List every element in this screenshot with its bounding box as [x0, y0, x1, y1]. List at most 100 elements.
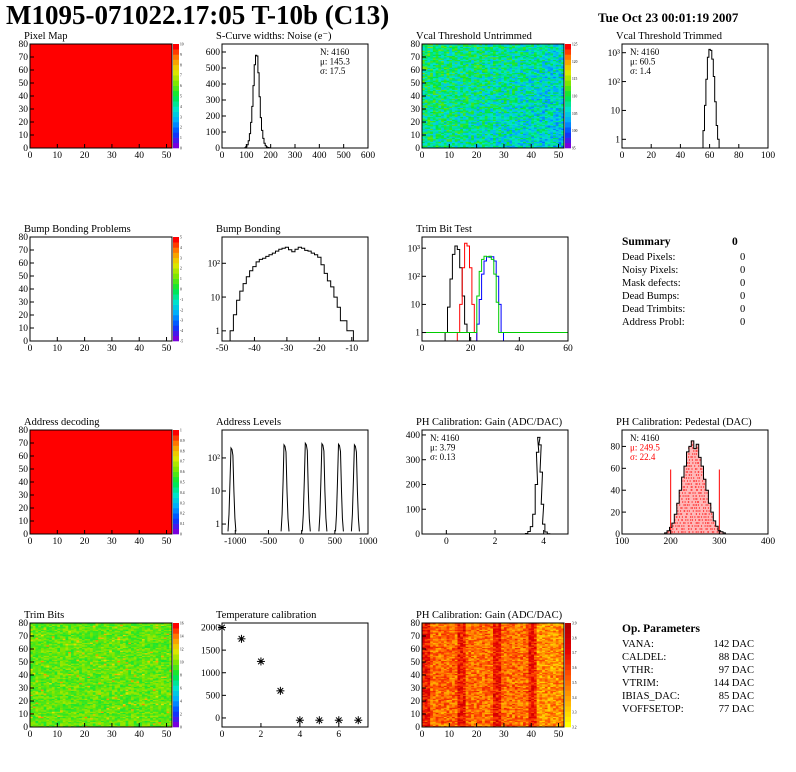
heatmap-cell [495, 88, 499, 90]
heatmap-cell [503, 60, 507, 63]
heatmap-cell [446, 73, 450, 76]
heatmap-cell [452, 46, 456, 49]
heatmap-cell [550, 80, 554, 82]
heatmap-cell [479, 50, 483, 53]
heatmap-cell [476, 122, 480, 124]
fill-dot [695, 498, 697, 500]
heatmap-cell [490, 109, 494, 111]
heatmap-cell [493, 144, 497, 146]
heatmap-cell [452, 54, 456, 56]
heatmap-cell [473, 85, 477, 88]
heatmap-cell [517, 75, 521, 77]
heatmap-cell [424, 44, 428, 46]
heatmap-cell [482, 58, 486, 60]
heatmap-cell [555, 132, 559, 134]
heatmap-cell [555, 105, 559, 107]
fill-dot [688, 492, 690, 494]
heatmap-cell [487, 127, 491, 129]
heatmap-cell [460, 92, 464, 94]
heatmap-cell [512, 119, 516, 121]
heatmap-cell [495, 53, 499, 55]
heatmap-cell [512, 146, 516, 148]
heatmap-cell [550, 75, 554, 77]
heatmap-cell [517, 125, 521, 128]
heatmap-cell [555, 110, 559, 112]
heatmap-cell [432, 115, 436, 118]
heatmap-cell [498, 124, 502, 127]
heatmap-cell [449, 44, 453, 46]
heatmap-cell [454, 105, 458, 107]
heatmap-cell [509, 99, 513, 102]
heatmap-cell [523, 70, 527, 72]
bar [230, 331, 233, 341]
heatmap-cell [430, 112, 434, 115]
fill-dot [699, 510, 701, 512]
heatmap-cell [561, 71, 564, 73]
heatmap-cell [539, 110, 543, 112]
heatmap-cell [460, 105, 464, 107]
heatmap-cell [539, 111, 543, 114]
heatmap-cell [531, 68, 535, 71]
bump-problems-title: Bump Bonding Problems [24, 224, 131, 235]
heatmap-cell [501, 141, 505, 144]
heatmap-cell [517, 44, 521, 46]
heatmap-cell [509, 127, 513, 129]
heatmap-cell [465, 59, 469, 62]
heatmap-cell [555, 123, 559, 125]
heatmap-cell [523, 86, 527, 89]
heatmap-cell [435, 107, 439, 110]
heatmap-cell [512, 50, 516, 53]
heatmap-cell [528, 54, 532, 56]
heatmap-cell [558, 98, 562, 101]
heatmap-cell [520, 131, 524, 133]
heatmap-cell [523, 107, 527, 110]
address-decoding-chart: 00.10.20.30.40.50.60.70.80.910 10 20 30 40 50… [19, 426, 185, 547]
heatmap-cell [427, 124, 431, 127]
heatmap-cell [558, 76, 562, 79]
heatmap-cell [487, 79, 491, 81]
heatmap-cell [509, 71, 513, 73]
heatmap-cell [542, 102, 546, 105]
heatmap-cell [558, 109, 562, 111]
heatmap-cell [528, 84, 532, 86]
heatmap-cell [542, 49, 546, 51]
heatmap-cell [424, 63, 428, 66]
heatmap-cell [484, 102, 488, 105]
heatmap-cell [495, 109, 499, 111]
y-tick-label: 60 [411, 66, 421, 76]
heatmap-cell [427, 76, 431, 79]
heatmap-cell [525, 72, 529, 75]
y-tick-label: 40 [411, 92, 421, 102]
heatmap-cell [533, 105, 537, 107]
heatmap-cell [487, 103, 491, 106]
heatmap-cell [509, 81, 513, 84]
heatmap-cell [498, 145, 502, 147]
heatmap-cell [553, 59, 557, 62]
heatmap-cell [528, 146, 532, 148]
heatmap-cell [498, 75, 502, 77]
heatmap-cell [506, 88, 510, 90]
heatmap-cell [422, 133, 426, 136]
heatmap-cell [471, 129, 475, 132]
heatmap-cell [514, 101, 518, 103]
heatmap-cell [482, 112, 486, 115]
heatmap-cell [427, 106, 431, 108]
heatmap-cell [441, 77, 445, 80]
x-tick-label: -40 [248, 344, 261, 354]
heatmap-cell [482, 84, 486, 86]
heatmap-cell [512, 144, 516, 146]
heatmap-cell [536, 101, 540, 103]
heatmap-cell [517, 83, 521, 85]
heatmap-cell [553, 79, 557, 81]
heatmap-cell [542, 128, 546, 131]
heatmap-cell [558, 70, 562, 72]
heatmap-cell [536, 57, 540, 59]
heatmap-cell [501, 136, 505, 138]
heatmap-cell [531, 111, 535, 114]
heatmap-cell [493, 136, 497, 138]
heatmap-cell [523, 49, 527, 51]
heatmap-cell [490, 105, 494, 107]
heatmap-cell [525, 58, 529, 60]
heatmap-cell [498, 62, 502, 64]
heatmap-cell [479, 77, 483, 80]
